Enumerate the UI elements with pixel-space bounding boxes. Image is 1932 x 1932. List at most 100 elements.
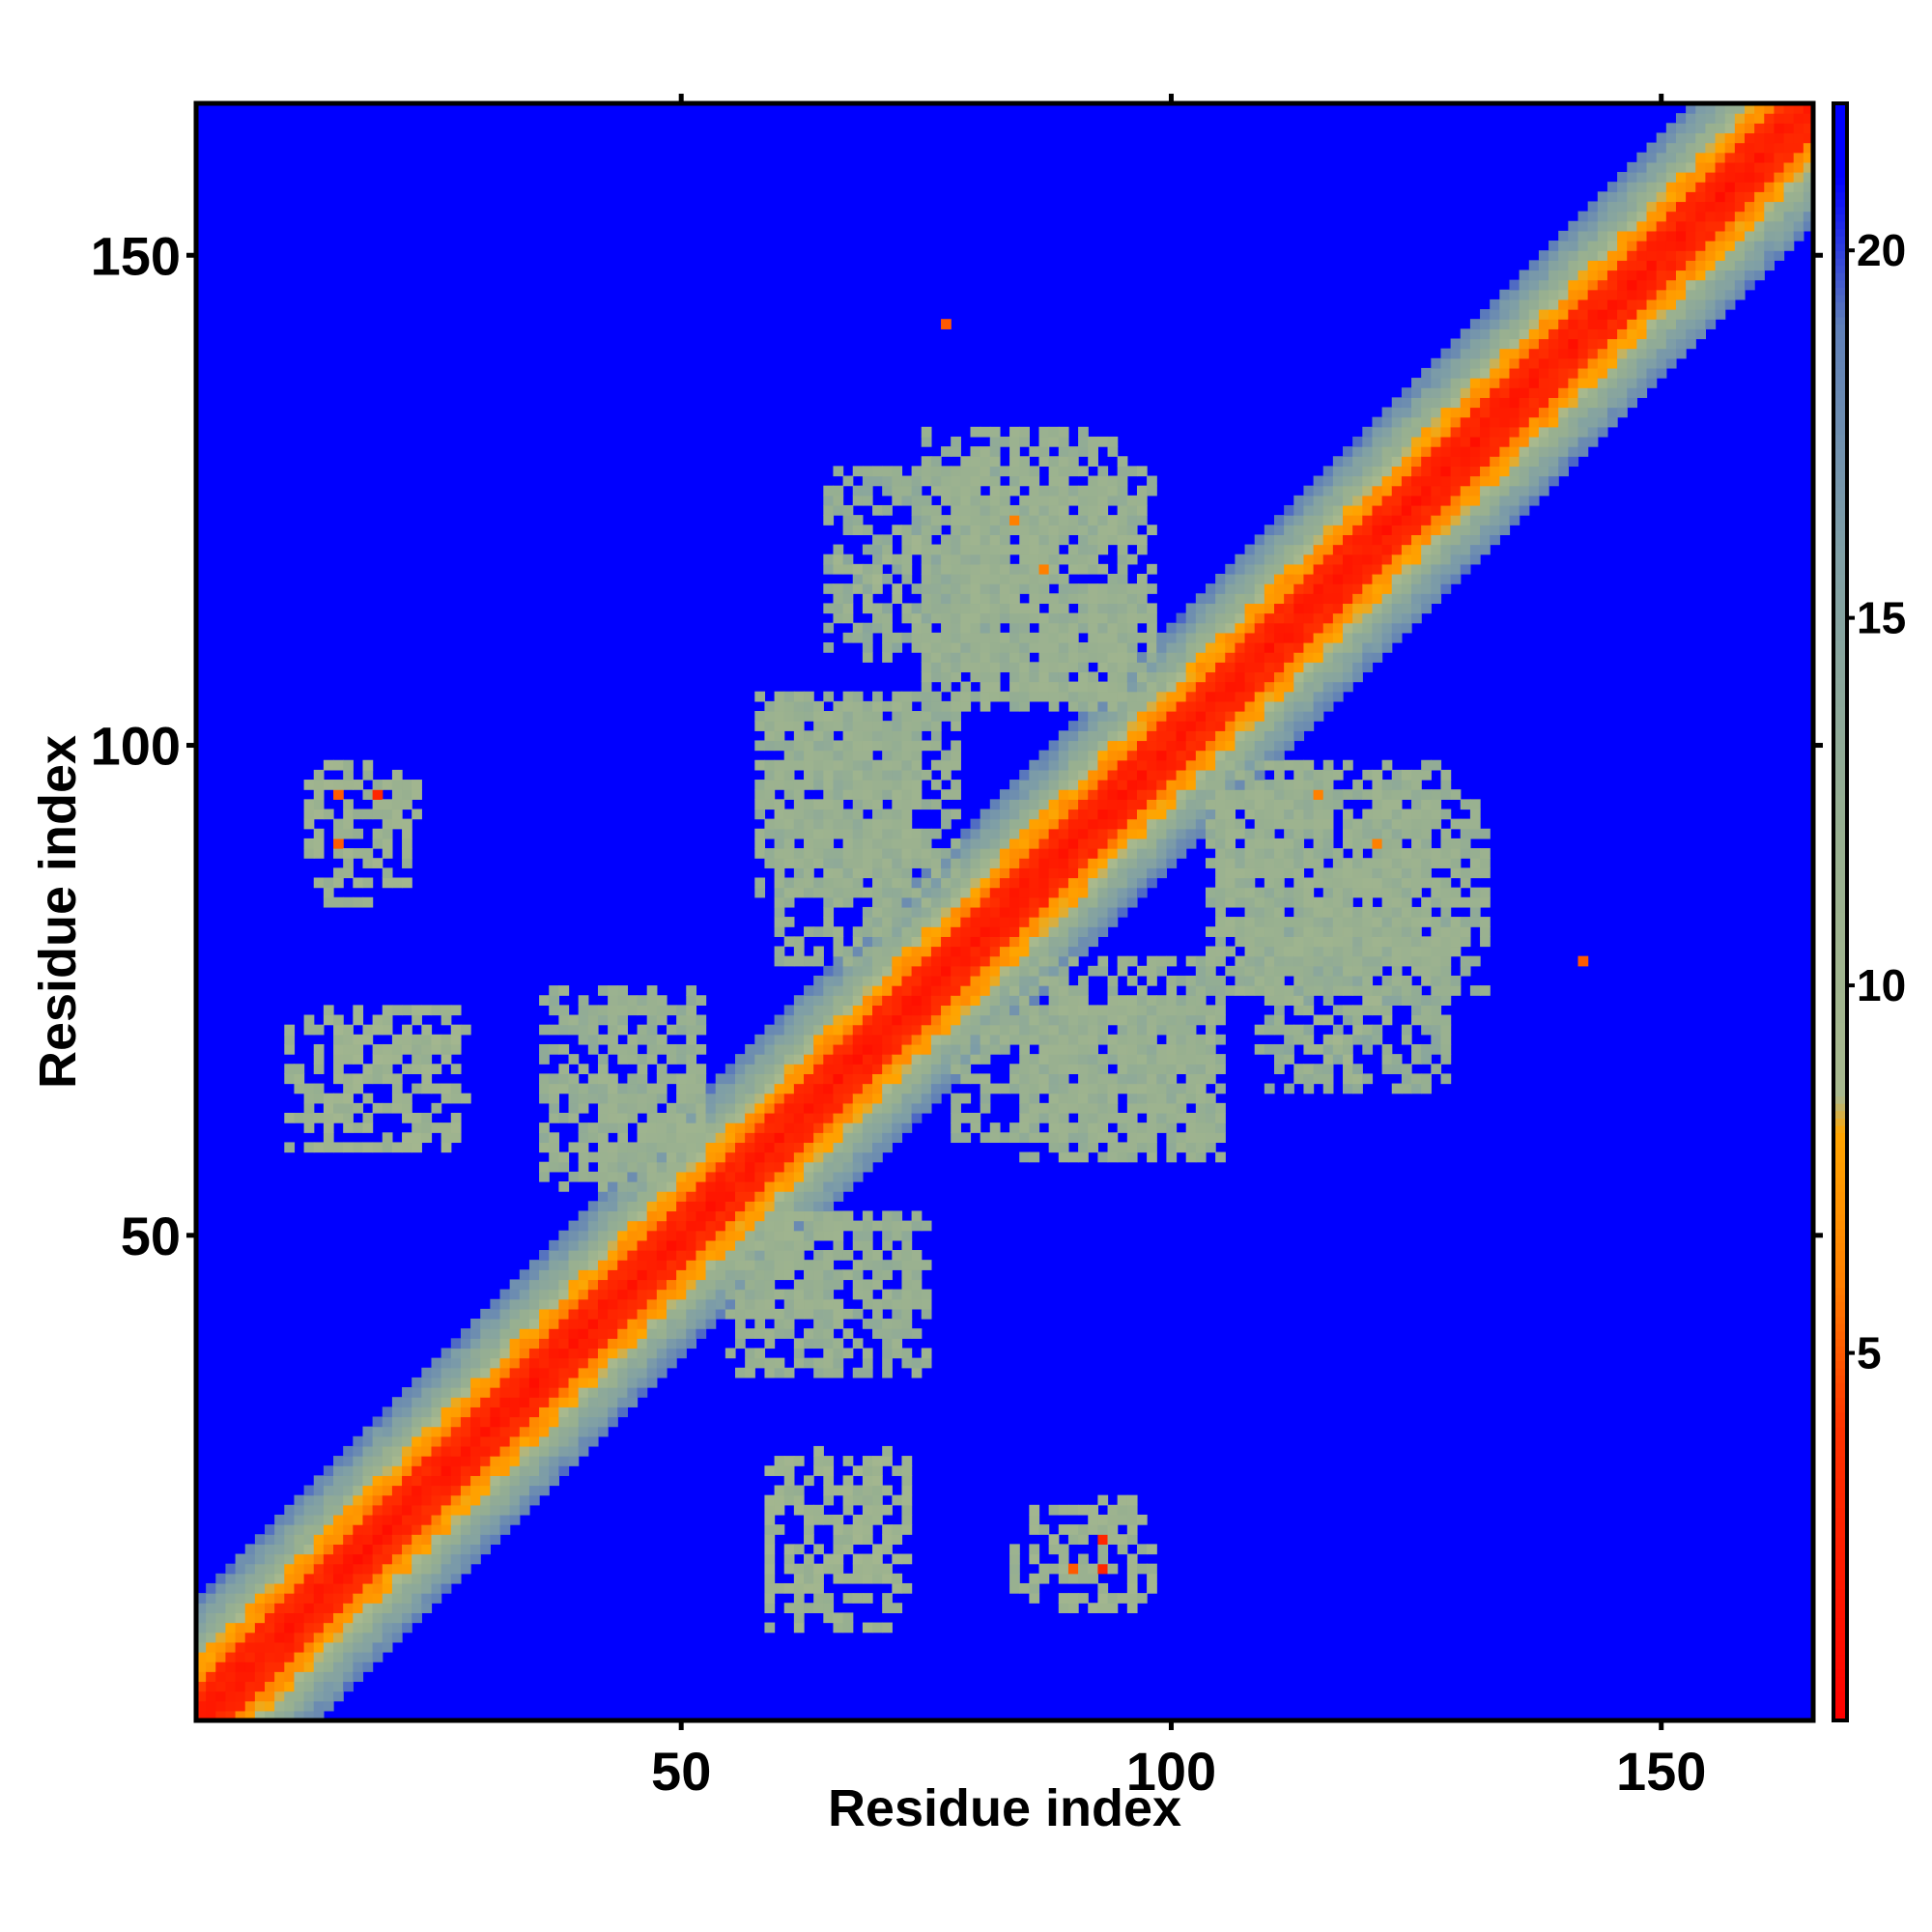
heatmap-cell	[951, 504, 961, 516]
heatmap-cell	[372, 789, 384, 800]
heatmap-cell	[568, 1328, 580, 1339]
heatmap-cell	[1078, 1014, 1089, 1026]
heatmap-cell	[1078, 867, 1089, 879]
heatmap-cell	[1019, 789, 1030, 800]
heatmap-cell	[941, 446, 952, 457]
heatmap-cell	[637, 1161, 648, 1173]
heatmap-cell	[833, 1132, 844, 1144]
heatmap-cell	[911, 896, 923, 908]
heatmap-cell	[480, 1357, 491, 1369]
heatmap-cell	[382, 1593, 393, 1604]
heatmap-cell	[951, 700, 961, 712]
heatmap-cell	[989, 926, 1001, 937]
heatmap-cell	[244, 1632, 256, 1643]
heatmap-cell	[587, 1083, 599, 1094]
heatmap-cell	[1067, 1102, 1079, 1114]
heatmap-cell	[764, 1524, 776, 1535]
heatmap-cell	[637, 1298, 648, 1310]
heatmap-cell	[372, 858, 384, 868]
heatmap-cell	[774, 926, 785, 937]
heatmap-cell	[1147, 1151, 1157, 1163]
heatmap-cell	[921, 740, 932, 752]
heatmap-cell	[823, 906, 835, 918]
heatmap-cell	[587, 1279, 599, 1291]
heatmap-cell	[558, 1348, 570, 1359]
heatmap-cell	[362, 1465, 374, 1476]
heatmap-cell	[764, 1357, 776, 1369]
heatmap-cell	[558, 1024, 570, 1036]
heatmap-cell	[1205, 838, 1216, 849]
heatmap-cell	[823, 965, 835, 977]
heatmap-cell	[1097, 681, 1109, 693]
heatmap-cell	[911, 1093, 923, 1104]
heatmap-cell	[989, 534, 1001, 546]
heatmap-cell	[265, 1524, 275, 1535]
heatmap-cell	[901, 1005, 913, 1016]
heatmap-cell	[911, 1073, 923, 1085]
heatmap-cell	[343, 1112, 354, 1123]
heatmap-cell	[911, 1250, 923, 1261]
heatmap-cell	[1156, 799, 1167, 810]
heatmap-cell	[930, 828, 942, 839]
heatmap-cell	[862, 632, 873, 643]
heatmap-cell	[1117, 1112, 1128, 1123]
heatmap-cell	[745, 1093, 755, 1104]
heatmap-cell	[244, 1593, 256, 1604]
heatmap-cell	[509, 1426, 521, 1437]
heatmap-cell	[941, 955, 952, 967]
heatmap-cell	[833, 711, 844, 722]
heatmap-cell	[793, 1308, 805, 1320]
heatmap-cell	[1009, 563, 1020, 575]
heatmap-cell	[1107, 1093, 1119, 1104]
heatmap-cell	[1058, 1122, 1069, 1133]
heatmap-cell	[774, 759, 785, 771]
heatmap-cell	[833, 828, 844, 839]
heatmap-cell	[490, 1338, 501, 1350]
heatmap-cell	[391, 1622, 403, 1634]
heatmap-cell	[480, 1485, 491, 1496]
heatmap-cell	[941, 711, 952, 722]
heatmap-cell	[460, 1563, 471, 1575]
heatmap-cell	[460, 1504, 471, 1516]
heatmap-cell	[1156, 809, 1167, 820]
heatmap-cell	[1038, 867, 1050, 879]
heatmap-cell	[470, 1367, 481, 1378]
heatmap-cell	[882, 1603, 893, 1613]
heatmap-cell	[842, 612, 854, 624]
heatmap-cell	[921, 896, 932, 908]
heatmap-cell	[1156, 750, 1167, 761]
heatmap-cell	[823, 1151, 835, 1163]
heatmap-cell	[1166, 1093, 1178, 1104]
heatmap-cell	[353, 1435, 364, 1447]
heatmap-cell	[911, 632, 923, 643]
heatmap-cell	[696, 1151, 707, 1163]
heatmap-cell	[1205, 711, 1216, 722]
heatmap-cell	[882, 632, 893, 643]
heatmap-cell	[362, 1593, 374, 1604]
heatmap-cell	[892, 750, 903, 761]
heatmap-cell	[254, 1582, 266, 1594]
heatmap-cell	[1048, 867, 1060, 879]
heatmap-cell	[951, 1132, 961, 1144]
heatmap-cell	[951, 436, 961, 447]
heatmap-cell	[921, 867, 932, 879]
heatmap-cell	[558, 1083, 570, 1094]
heatmap-cell	[823, 926, 835, 937]
heatmap-cell	[402, 1603, 412, 1613]
heatmap-cell	[951, 466, 961, 477]
heatmap-cell	[362, 1093, 374, 1104]
heatmap-cell	[941, 573, 952, 584]
heatmap-cell	[313, 838, 325, 849]
heatmap-cell	[1009, 848, 1020, 859]
heatmap-cell	[774, 1319, 785, 1329]
heatmap-cell	[774, 780, 785, 790]
heatmap-cell	[872, 475, 883, 487]
heatmap-cell	[1029, 926, 1040, 937]
heatmap-cell	[1147, 583, 1157, 594]
heatmap-cell	[431, 1445, 442, 1457]
heatmap-cell	[921, 1073, 932, 1085]
heatmap-cell	[372, 1524, 384, 1535]
heatmap-cell	[930, 603, 942, 614]
heatmap-cell	[656, 1073, 668, 1085]
heatmap-cell	[460, 1465, 471, 1476]
